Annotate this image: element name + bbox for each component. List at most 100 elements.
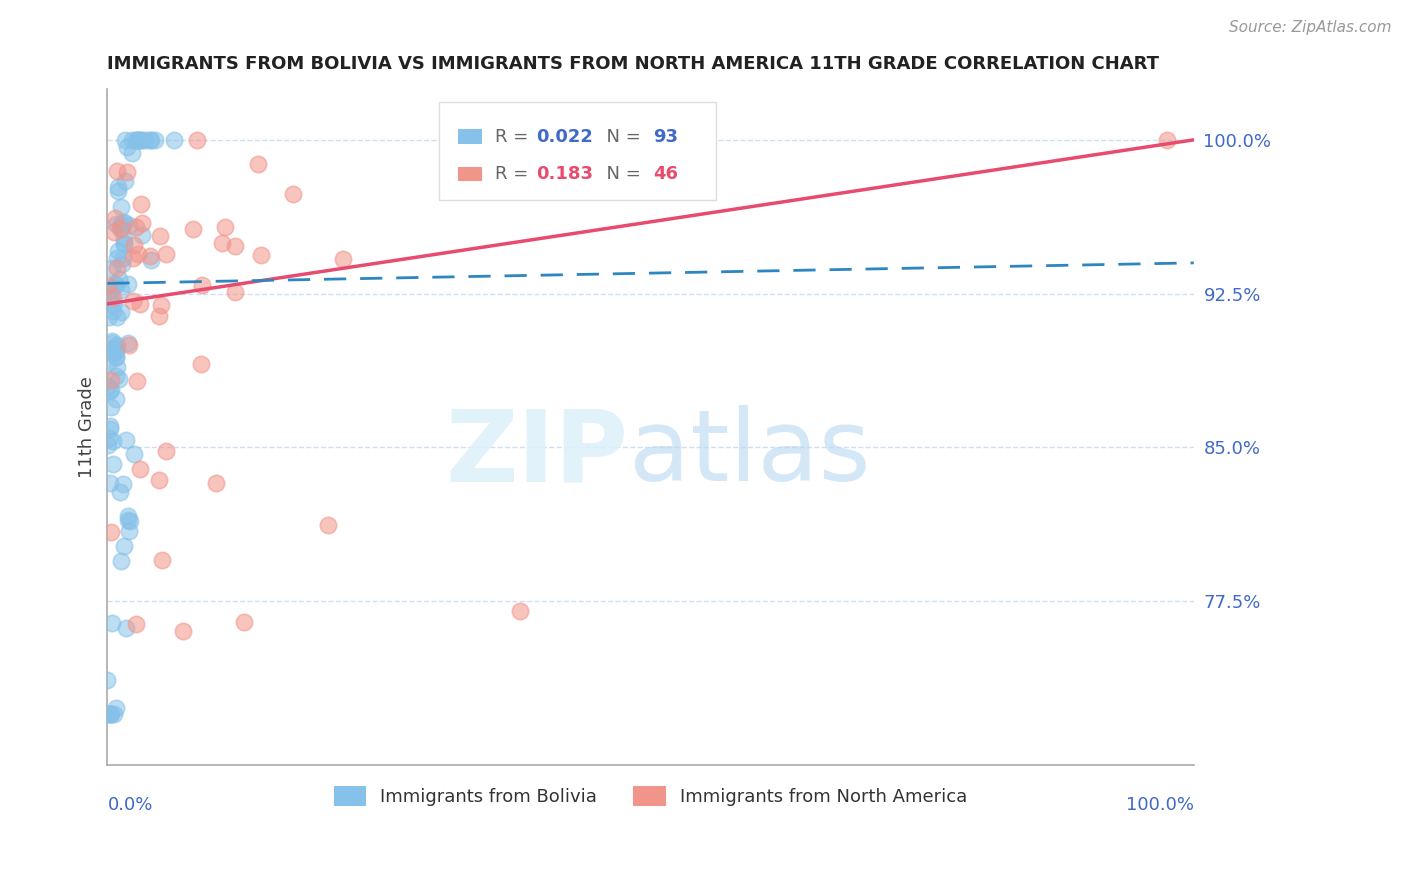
Point xyxy=(190,278,212,293)
Point xyxy=(155,444,177,458)
Point xyxy=(211,235,233,250)
Point xyxy=(110,554,132,568)
Point xyxy=(97,438,120,452)
Point xyxy=(131,227,153,242)
Point xyxy=(105,350,128,364)
Text: atlas: atlas xyxy=(628,406,870,502)
Text: 0.183: 0.183 xyxy=(537,165,593,183)
Text: 100.0%: 100.0% xyxy=(1126,796,1194,814)
Text: 93: 93 xyxy=(652,128,678,145)
Legend: Immigrants from Bolivia, Immigrants from North America: Immigrants from Bolivia, Immigrants from… xyxy=(326,779,974,814)
Point xyxy=(111,251,134,265)
Point xyxy=(122,238,145,252)
Point xyxy=(97,278,120,293)
Point xyxy=(105,251,128,265)
Point xyxy=(181,221,204,235)
Point xyxy=(110,485,132,500)
Point xyxy=(148,310,170,324)
Point xyxy=(105,350,128,364)
Point xyxy=(509,604,531,618)
Point xyxy=(108,221,131,235)
Point xyxy=(139,133,162,147)
Point xyxy=(150,297,173,311)
Point xyxy=(163,133,186,147)
Point xyxy=(134,133,156,147)
FancyBboxPatch shape xyxy=(458,167,482,181)
Point xyxy=(125,220,148,235)
Point xyxy=(224,285,246,299)
Point xyxy=(129,297,152,311)
Text: R =: R = xyxy=(495,165,540,183)
Point xyxy=(118,514,141,528)
Point xyxy=(125,133,148,147)
Text: 0.0%: 0.0% xyxy=(107,796,153,814)
Point xyxy=(148,473,170,487)
Point xyxy=(105,360,128,375)
Point xyxy=(125,617,148,632)
Point xyxy=(101,335,124,350)
Point xyxy=(143,133,166,147)
Point xyxy=(117,277,139,291)
Point xyxy=(114,539,136,553)
Point xyxy=(105,277,128,292)
Point xyxy=(118,218,141,232)
Point xyxy=(131,216,153,230)
Point xyxy=(107,180,129,194)
Point xyxy=(150,553,173,567)
Point xyxy=(105,164,128,178)
Point xyxy=(115,434,138,448)
Point xyxy=(117,513,139,527)
Point xyxy=(104,277,127,291)
Point xyxy=(117,508,139,523)
Point xyxy=(101,334,124,348)
Point xyxy=(139,249,162,263)
Point xyxy=(98,431,121,445)
Point xyxy=(172,624,194,638)
Point xyxy=(250,248,273,262)
Point xyxy=(204,475,226,490)
Point xyxy=(112,476,135,491)
Point xyxy=(149,228,172,243)
Point xyxy=(332,252,354,266)
Point xyxy=(107,244,129,259)
Point xyxy=(100,342,122,356)
Point xyxy=(105,341,128,355)
Point xyxy=(105,368,128,383)
Point xyxy=(111,257,134,271)
Point xyxy=(104,211,127,226)
Point xyxy=(122,251,145,265)
Text: 0.022: 0.022 xyxy=(537,128,593,145)
Point xyxy=(122,293,145,308)
Point xyxy=(117,338,139,352)
Point xyxy=(118,524,141,539)
Point xyxy=(100,290,122,304)
Point xyxy=(1156,133,1178,147)
Point xyxy=(96,673,118,687)
Point xyxy=(98,706,121,721)
Point xyxy=(108,372,131,386)
Point xyxy=(105,260,128,275)
Point xyxy=(98,293,121,307)
Text: N =: N = xyxy=(595,165,647,183)
Point xyxy=(139,133,162,147)
Point xyxy=(103,706,125,721)
Point xyxy=(112,235,135,250)
Point xyxy=(105,700,128,714)
Point xyxy=(110,221,132,235)
Point xyxy=(232,615,254,629)
Point xyxy=(110,217,132,231)
Point xyxy=(101,304,124,318)
Point xyxy=(97,706,120,721)
Point xyxy=(247,157,270,171)
Point xyxy=(115,139,138,153)
Point xyxy=(224,239,246,253)
Point xyxy=(214,219,236,234)
Point xyxy=(127,133,149,147)
Point xyxy=(97,356,120,370)
Text: IMMIGRANTS FROM BOLIVIA VS IMMIGRANTS FROM NORTH AMERICA 11TH GRADE CORRELATION : IMMIGRANTS FROM BOLIVIA VS IMMIGRANTS FR… xyxy=(107,55,1160,73)
Point xyxy=(131,197,153,211)
Point xyxy=(108,271,131,285)
Point xyxy=(121,133,143,147)
Point xyxy=(100,373,122,387)
Point xyxy=(127,375,149,389)
